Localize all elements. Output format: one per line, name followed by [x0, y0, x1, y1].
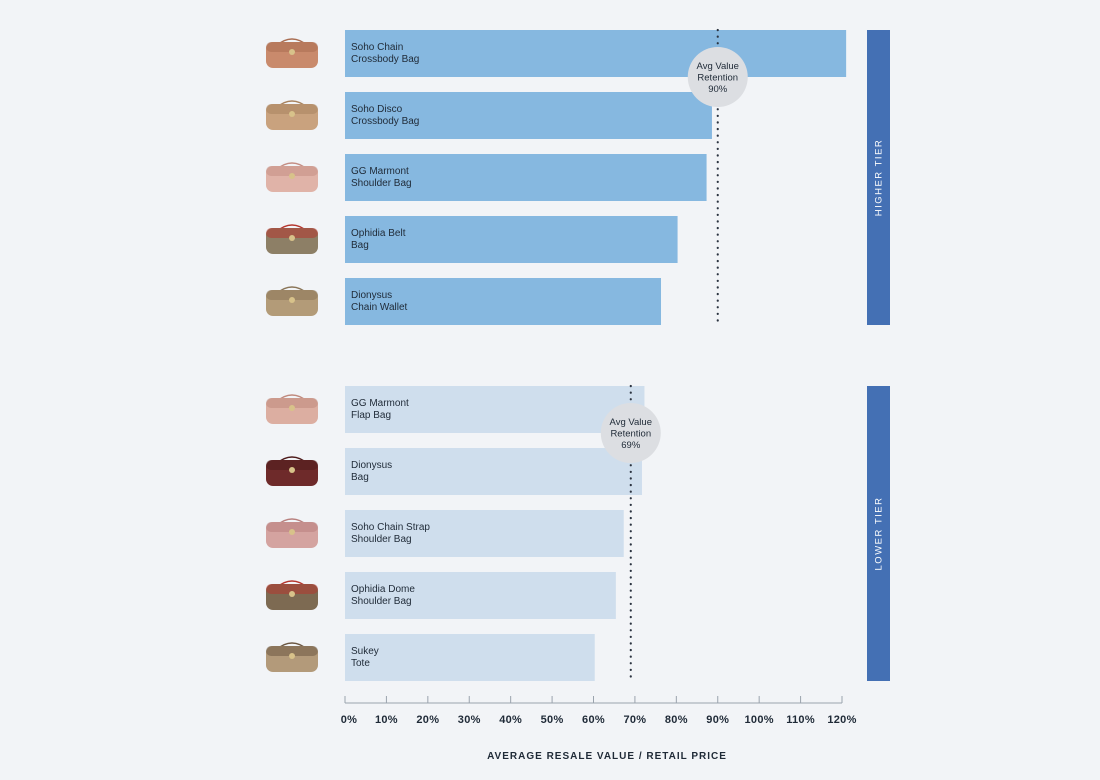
- avg-label: Avg Value Retention 69%: [610, 417, 652, 451]
- bar-label: Soho Chain Crossbody Bag: [351, 42, 419, 65]
- ophidia-belt-bag-icon: [266, 224, 318, 254]
- x-tick-label: 90%: [706, 714, 729, 726]
- bar-label: Dionysus Bag: [351, 460, 392, 483]
- bar: [345, 386, 645, 433]
- tier-label: HIGHER TIER: [874, 139, 885, 217]
- x-tick-label: 100%: [744, 714, 773, 726]
- sukey-tote-icon: [266, 642, 318, 672]
- bar: [345, 30, 847, 77]
- bar: [345, 278, 662, 325]
- bar-label: GG Marmont Flap Bag: [351, 398, 409, 421]
- bar-label: Soho Chain Strap Shoulder Bag: [351, 522, 430, 545]
- dionysus-bag-icon: [266, 456, 318, 486]
- bar-label: Ophidia Belt Bag: [351, 228, 406, 251]
- x-tick-label: 110%: [786, 714, 815, 726]
- bar-label: Dionysus Chain Wallet: [351, 290, 408, 313]
- bar-label: Soho Disco Crossbody Bag: [351, 104, 419, 127]
- x-tick-label: 20%: [416, 714, 439, 726]
- bar-label: Ophidia Dome Shoulder Bag: [351, 584, 415, 607]
- tier-bar: [867, 386, 890, 681]
- bar-label: GG Marmont Shoulder Bag: [351, 166, 412, 189]
- product-icons: [266, 38, 318, 672]
- gg-marmont-shoulder-bag-icon: [266, 162, 318, 192]
- bar: [345, 154, 707, 201]
- tier-bar: [867, 30, 890, 325]
- x-tick-label: 40%: [499, 714, 522, 726]
- x-tick-label: 10%: [375, 714, 398, 726]
- average-markers: Avg Value Retention 90% Avg Value Retention 6…: [600, 28, 748, 683]
- x-axis: 0% 10% 20% 30% 40% 50% 60% 70% 80% 90% 100% 110% 120…: [341, 696, 856, 726]
- bar: [345, 216, 678, 263]
- bar: [345, 448, 642, 495]
- bar: [345, 572, 616, 619]
- bars-layer: Soho Chain Crossbody Bag Soho Disco Crossbo…: [345, 30, 847, 681]
- x-tick-label: 0%: [341, 714, 358, 726]
- tier-label: LOWER TIER: [874, 497, 885, 571]
- x-tick-label: 120%: [827, 714, 856, 726]
- avg-bubble: [600, 403, 661, 463]
- ophidia-dome-shoulder-bag-icon: [266, 580, 318, 610]
- dionysus-chain-wallet-icon: [266, 286, 318, 316]
- bar: [345, 510, 624, 557]
- bar: [345, 92, 712, 139]
- tier-markers: HIGHER TIER LOWER TIER: [867, 30, 890, 681]
- avg-label: Avg Value Retention 90%: [697, 61, 739, 95]
- x-tick-label: 60%: [582, 714, 605, 726]
- bar-label: Sukey Tote: [351, 646, 379, 669]
- x-tick-label: 70%: [623, 714, 646, 726]
- gg-marmont-flap-bag-icon: [266, 394, 318, 424]
- bar: [345, 634, 595, 681]
- x-axis-title: AVERAGE RESALE VALUE / RETAIL PRICE: [487, 751, 727, 762]
- soho-chain-crossbody-bag-icon: [266, 38, 318, 68]
- soho-disco-crossbody-bag-icon: [266, 100, 318, 130]
- x-tick-label: 30%: [458, 714, 481, 726]
- x-tick-label: 80%: [665, 714, 688, 726]
- x-tick-label: 50%: [541, 714, 564, 726]
- soho-chain-strap-shoulder-bag-icon: [266, 518, 318, 548]
- avg-bubble: [687, 47, 748, 107]
